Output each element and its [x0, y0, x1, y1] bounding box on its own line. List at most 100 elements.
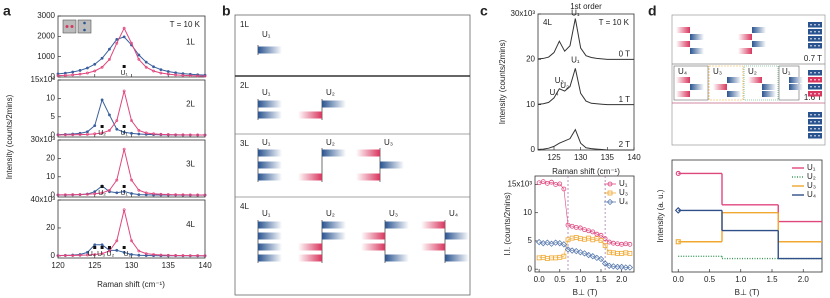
- y-tick-label: 10: [46, 93, 55, 102]
- mode-label: U₄: [449, 209, 458, 218]
- mode-label: U₄: [678, 67, 687, 76]
- data-point: [115, 239, 119, 243]
- data-point: [675, 170, 681, 176]
- mode-bar: [258, 232, 282, 240]
- peak-label: U₄: [88, 251, 96, 258]
- mode-bar: [676, 77, 690, 83]
- diagram-frame: [234, 14, 471, 296]
- series-line: [537, 18, 634, 60]
- spin-dot: [814, 92, 816, 95]
- mode-bar: [258, 161, 282, 169]
- spin-dot: [818, 23, 820, 26]
- chart-title: 1st order: [570, 2, 602, 11]
- series-line: [539, 241, 630, 268]
- mode-label: U₁: [262, 30, 271, 39]
- layer-label: 1L: [240, 20, 249, 29]
- mode-bar: [356, 149, 380, 157]
- x-tick-label: 1.0: [735, 275, 747, 284]
- data-point: [63, 254, 67, 257]
- y-axis-label: Intensity (counts/2mins): [5, 94, 14, 179]
- peak-marker: [122, 185, 126, 188]
- mode-bar: [361, 243, 385, 251]
- mode-bar: [322, 149, 346, 157]
- x-tick-label: 135: [162, 261, 176, 270]
- data-point: [166, 70, 170, 73]
- peak-label: U₄: [549, 88, 558, 97]
- data-point: [130, 131, 133, 135]
- mode-label: U₂: [326, 209, 335, 218]
- data-point: [593, 254, 601, 262]
- data-point: [577, 225, 583, 231]
- data-point: [130, 41, 133, 45]
- y-tick-label: 10: [526, 100, 535, 109]
- data-point: [144, 65, 148, 69]
- data-point: [115, 191, 119, 195]
- data-point: [602, 243, 608, 248]
- mode-box: [743, 65, 779, 101]
- x-tick-label: 2.0: [798, 275, 810, 284]
- series-line: [57, 90, 206, 136]
- data-point: [627, 250, 633, 256]
- data-point: [590, 229, 596, 235]
- legend-label: U₁: [807, 163, 816, 172]
- data-point: [626, 264, 634, 271]
- spin-dot: [810, 44, 812, 47]
- x-tick-label: 140: [198, 261, 212, 270]
- mode-bar: [298, 111, 322, 119]
- data-point: [181, 73, 185, 77]
- x-tick-label: 1.0: [575, 275, 587, 284]
- data-point: [63, 71, 67, 75]
- mode-box: [673, 65, 709, 101]
- data-point: [196, 254, 200, 258]
- data-point: [71, 73, 75, 77]
- x-axis-label: Raman shift (cm⁻¹): [552, 167, 620, 176]
- mode-label: U₃: [389, 209, 398, 218]
- data-point: [63, 133, 67, 137]
- data-point: [159, 71, 163, 75]
- y-tick-label: 10: [523, 208, 532, 217]
- mode-bar: [298, 243, 322, 251]
- y-tick-label: 1000: [37, 52, 55, 61]
- y-tick-label: 0: [51, 130, 56, 139]
- panel-letter: b: [222, 3, 231, 19]
- mode-label: U₁: [262, 209, 271, 218]
- peak-marker: [107, 246, 111, 249]
- mode-bar: [752, 27, 766, 33]
- spin-dot: [818, 120, 820, 123]
- mode-bar: [258, 149, 282, 157]
- data-point: [130, 119, 133, 123]
- x-tick-label: 125: [88, 261, 102, 270]
- data-point: [137, 53, 141, 57]
- data-point: [535, 238, 543, 246]
- y-tick-label: 30x10³: [511, 9, 536, 18]
- x-tick-label: 0.0: [534, 275, 546, 284]
- data-point: [159, 132, 163, 136]
- data-point: [122, 251, 126, 254]
- data-point: [78, 72, 82, 76]
- peak-marker: [122, 65, 126, 68]
- mode-bar: [421, 221, 445, 229]
- mode-box: [708, 65, 744, 101]
- data-point: [166, 72, 170, 76]
- data-point: [86, 71, 89, 75]
- series-line: [537, 68, 634, 106]
- diagram-frame: [671, 14, 826, 146]
- spin-dot: [810, 113, 812, 116]
- peak-marker: [122, 246, 126, 249]
- mode-bar: [298, 173, 322, 181]
- y-tick-label: 3000: [37, 11, 55, 20]
- spin-dot: [814, 85, 816, 88]
- data-point: [152, 253, 155, 256]
- data-point: [552, 239, 559, 246]
- mode-bar: [690, 84, 704, 90]
- data-point: [122, 26, 126, 30]
- data-point: [93, 124, 97, 128]
- data-point: [181, 254, 185, 257]
- data-point: [181, 193, 185, 197]
- peak-label: U₂: [98, 130, 106, 137]
- data-point: [196, 193, 200, 197]
- data-point: [93, 132, 97, 136]
- peak-label: U₃: [555, 76, 564, 85]
- peak-label: U₂: [98, 190, 106, 197]
- x-tick-label: 0.5: [554, 275, 566, 284]
